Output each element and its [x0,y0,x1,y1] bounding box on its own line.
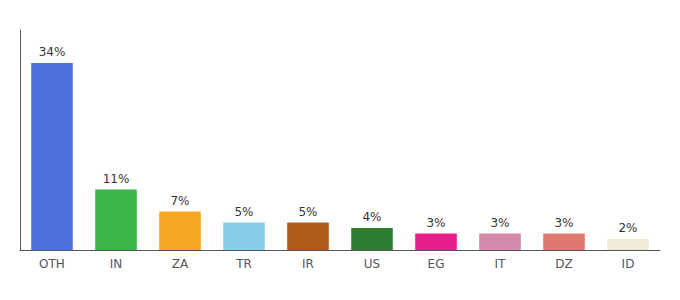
svg-text:3%: 3% [490,216,509,230]
svg-text:5%: 5% [298,205,317,219]
svg-text:DZ: DZ [555,257,572,271]
svg-text:34%: 34% [39,45,66,59]
svg-text:ZA: ZA [172,257,189,271]
svg-text:TR: TR [235,257,252,271]
svg-text:IN: IN [110,257,123,271]
svg-text:ID: ID [622,257,635,271]
svg-text:OTH: OTH [39,257,65,271]
svg-text:11%: 11% [103,172,130,186]
svg-text:EG: EG [428,257,445,271]
svg-text:IT: IT [495,257,507,271]
svg-text:7%: 7% [170,194,189,208]
svg-text:3%: 3% [554,216,573,230]
svg-text:US: US [364,257,380,271]
svg-text:IR: IR [302,257,314,271]
svg-text:5%: 5% [234,205,253,219]
svg-text:4%: 4% [362,210,381,224]
svg-text:2%: 2% [618,221,637,235]
svg-text:3%: 3% [426,216,445,230]
